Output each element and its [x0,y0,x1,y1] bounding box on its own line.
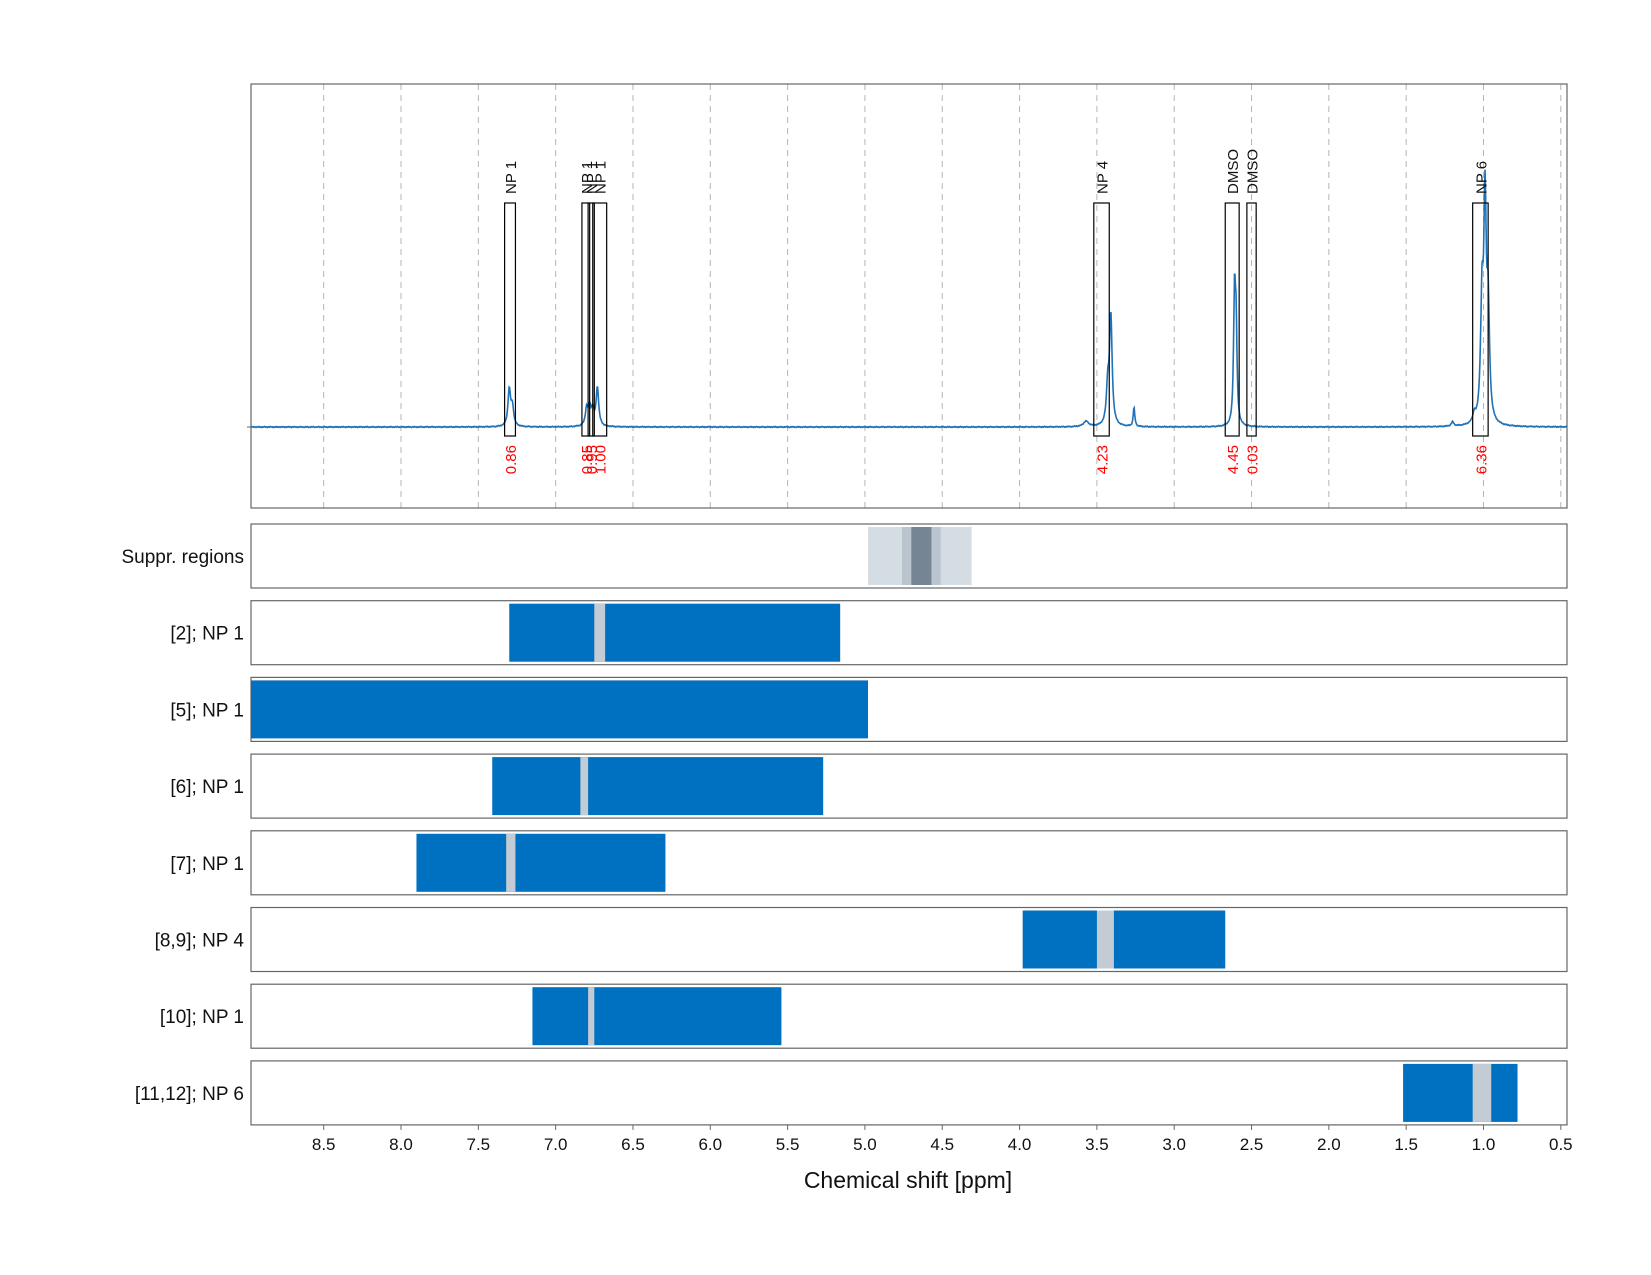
row-label: [2]; NP 1 [170,624,244,645]
x-tick-label: 4.5 [930,1135,954,1154]
x-axis-label: Chemical shift [ppm] [804,1167,1012,1193]
x-tick-label: 3.0 [1162,1135,1186,1154]
range-gap [580,757,589,816]
row-label: [6]; NP 1 [170,777,244,798]
x-tick-label: 4.0 [1008,1135,1032,1154]
peak-label: DMSO [1225,149,1242,194]
integral-label: 0.95 [584,445,601,474]
x-tick-label: 0.5 [1549,1135,1573,1154]
spectrum-line [250,169,1568,429]
range-gap [588,987,595,1046]
x-tick-label: 3.5 [1085,1135,1109,1154]
suppression-band [911,527,932,585]
peak-box [1472,202,1489,437]
row-label: [5]; NP 1 [170,700,244,721]
peak-label: NP 1 [579,161,596,194]
range-rows: Suppr. regions [2]; NP 1 [5]; NP 1 [6]; NP … [121,523,1568,1126]
peak-box [581,202,591,437]
spectrum-frame [250,83,1568,509]
range-bar [1022,910,1226,969]
x-tick-label: 2.5 [1240,1135,1264,1154]
range-bar [251,680,869,739]
x-tick-label: 1.5 [1394,1135,1418,1154]
row-label: [11,12]; NP 6 [135,1084,244,1105]
peak-label: NP 4 [1095,161,1112,194]
row-frame [250,906,1568,973]
x-tick-label: 6.5 [621,1135,645,1154]
x-tick-label: 7.0 [544,1135,568,1154]
range-bar [1403,1063,1518,1122]
range-bar [492,757,824,816]
integral-label: 1.00 [593,445,610,474]
peak-box [1224,202,1240,437]
x-tick-label: 1.0 [1472,1135,1496,1154]
row-frame [250,983,1568,1049]
integral-label: 4.45 [1225,445,1242,474]
integral-label: 0.03 [1245,445,1262,474]
x-tick-label: 5.0 [853,1135,877,1154]
row-label: Suppr. regions [121,547,244,568]
row-frame [250,830,1568,896]
x-tick-label: 5.5 [776,1135,800,1154]
grid-layer [323,84,1562,508]
peak-box [587,202,595,437]
peak-box [1246,202,1257,437]
row-frame [250,600,1568,666]
range-gap [506,833,516,892]
spectrum-panel: NP 1 0.86 NP 1 0.85 NP 1 0.95 NP 1 1.00 NP 4 4.23… [247,83,1568,509]
integral-label: 4.23 [1095,445,1112,474]
row-frame [250,753,1568,819]
row-frame [250,523,1568,589]
peak-label: NP 1 [593,161,610,194]
x-tick-label: 7.5 [467,1135,491,1154]
peak-label: DMSO [1245,149,1262,194]
row-frame [250,1060,1568,1126]
range-gap [594,603,606,662]
range-gap [1472,1063,1492,1122]
peak-label: NP 6 [1473,161,1490,194]
x-axis: 8.5 8.0 7.5 7.0 6.5 6.0 5.5 5.0 4.5 4.0 3.5 3.0 2.5 2… [312,1124,1573,1154]
integral-label: 6.36 [1473,445,1490,474]
integral-label: 0.86 [503,445,520,474]
integral-label: 0.85 [579,445,596,474]
range-bar [532,987,782,1046]
range-bar [509,603,841,662]
row-label: [10]; NP 1 [160,1007,244,1028]
row-label: [8,9]; NP 4 [155,931,245,952]
x-tick-label: 8.5 [312,1135,336,1154]
row-label: [7]; NP 1 [170,854,244,875]
x-tick-label: 6.0 [698,1135,722,1154]
peak-box [592,202,608,437]
peak-box [1093,202,1110,437]
range-gap [1096,910,1114,969]
peak-box [504,202,517,437]
peak-label: NP 1 [503,161,520,194]
x-tick-label: 8.0 [389,1135,413,1154]
x-tick-label: 2.0 [1317,1135,1341,1154]
range-bar [416,833,666,892]
peak-label: NP 1 [584,161,601,194]
